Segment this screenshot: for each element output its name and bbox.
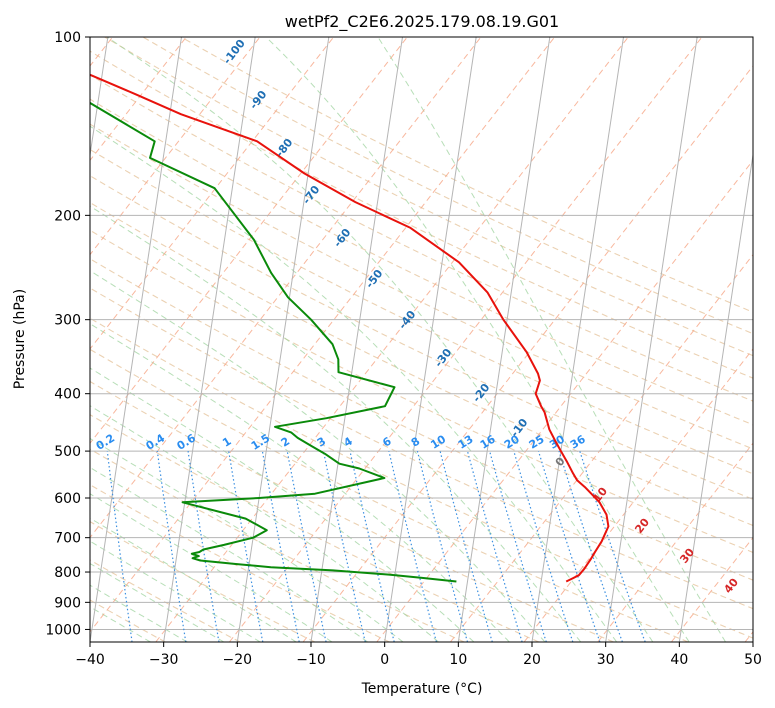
dry-adiabat-line [90,37,556,633]
isotherm-line [752,638,753,642]
y-axis: 100 200 300 400 500 600 700 800 900 1000 [45,30,90,638]
x-tick-label: 20 [523,652,541,668]
moist-adiabat-line [265,37,690,642]
x-tick-label: 10 [449,652,467,668]
y-axis-label: Pressure (hPa) [12,289,28,389]
dry-adiabat-line [229,37,703,642]
isotherm-line [163,37,256,642]
x-tick-label: 40 [670,652,688,668]
dewpoint-line [90,101,457,583]
moist-adiabat-line [106,37,654,642]
moist-adiabat-line [90,437,404,642]
x-tick-label: −20 [223,652,253,668]
dry-adiabat-line [671,536,753,642]
moist-adiabat-line [90,323,510,642]
x-tick-label: 50 [744,652,762,668]
dry-adiabat-line [90,448,465,642]
x-tick-label: −30 [149,652,179,668]
y-tick-label: 600 [54,491,81,507]
isotherm-line [236,37,330,642]
x-tick-label: −40 [75,652,105,668]
y-tick-label: 1000 [45,622,81,638]
mixing-ratio-line [537,450,601,642]
isotherm-line [605,37,698,642]
isotherm-line [457,37,551,642]
dry-adiabat-line [90,258,753,581]
dry-adiabat-line [90,148,753,475]
mixing-ratio-line [558,450,623,642]
chart-title: wetPf2_C2E6.2025.179.08.19.G01 [285,12,559,32]
mixing-ratio-line [513,450,574,642]
y-tick-label: 400 [54,387,81,403]
moist-adiabat-line [90,562,225,642]
y-tick-label: 300 [54,313,81,329]
mixing-ratio-line [322,450,366,642]
temperature-line [90,73,610,583]
mixing-ratio-line [489,450,547,642]
plot-frame [89,36,754,643]
profile-lines [90,73,610,583]
dry-adiabat-line [376,159,753,642]
dry-adiabat-line [90,521,315,642]
y-tick-label: 200 [54,208,81,224]
moist-adiabat-line [90,270,546,642]
x-axis-label: Temperature (°C) [361,681,483,697]
moist-adiabat-line [90,540,261,642]
isotherm-line [90,37,109,159]
isotherm-line [531,37,625,642]
mixing-ratio-line [388,450,437,642]
moist-adiabat-line [377,37,727,642]
plot-background [90,37,753,642]
y-tick-label: 900 [54,595,81,611]
x-tick-label: 30 [597,652,615,668]
dry-adiabat-line [302,65,753,642]
y-tick-label: 800 [54,565,81,581]
moist-adiabat-line [90,405,439,642]
mixing-ratio-line [416,450,469,642]
x-tick-label: −10 [296,652,326,668]
y-tick-label: 700 [54,531,81,547]
dry-adiabat-line [155,37,629,642]
dry-adiabat-line [90,287,753,610]
isotherm-line [90,37,183,642]
dry-adiabat-line [90,414,540,642]
dry-adiabat-line [142,37,753,335]
isotherm-line [310,37,404,642]
x-tick-label: 0 [380,652,389,668]
y-tick-label: 100 [54,30,81,46]
mixing-ratio-line [286,450,327,642]
dry-adiabat-line [450,253,753,642]
mixing-ratio-line [106,451,133,642]
mixing-ratio-line [579,450,646,642]
moist-adiabat-line [90,466,368,642]
dry-adiabat-line [90,201,753,527]
dry-adiabat-line [180,37,753,313]
x-axis: −40 −30 −20 −10 0 10 20 30 40 50 [75,642,762,668]
dry-adiabat-line [90,484,390,642]
background-lines [90,37,753,642]
moist-adiabat-line [90,367,475,642]
dry-adiabat-line [90,74,753,402]
dry-adiabat-line [90,317,753,639]
mixing-ratio-line [439,450,493,642]
moist-adiabat-line [90,517,297,642]
dry-adiabat-line [523,348,753,642]
mixing-ratio-line [156,451,187,642]
y-tick-label: 500 [54,444,81,460]
isotherm-line [384,37,477,642]
mixing-ratio-line [261,450,300,642]
dry-adiabat-line [90,175,753,500]
isotherm-line [678,151,753,642]
dry-adiabat-line [90,380,614,642]
dry-adiabat-line [597,442,753,642]
dry-adiabat-line [90,98,753,426]
mixing-ratio-line [466,450,523,642]
mixing-ratio-line [349,450,395,642]
